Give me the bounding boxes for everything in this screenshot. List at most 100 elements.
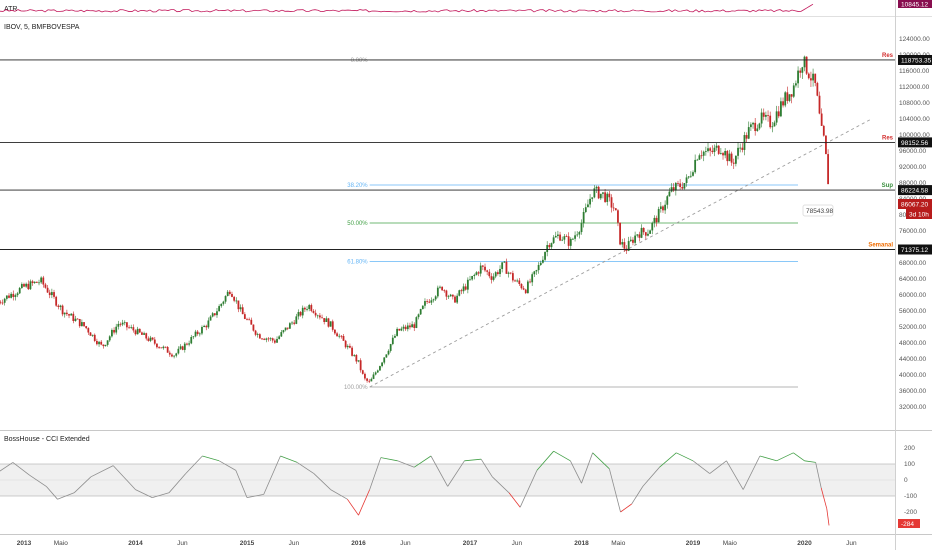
candle-body	[741, 147, 744, 150]
candle-body	[518, 280, 521, 285]
candle-body	[63, 312, 66, 315]
candle-body	[481, 265, 484, 267]
candle-body	[507, 272, 510, 274]
candle-body	[552, 237, 555, 244]
candle-body	[70, 313, 73, 316]
candle-body	[700, 155, 703, 157]
candle-body	[160, 347, 163, 349]
cci-segment	[414, 455, 432, 468]
candle-body	[445, 290, 448, 297]
candle-body	[331, 321, 334, 330]
candle-body	[818, 95, 821, 114]
candle-body	[126, 322, 128, 328]
trendline	[369, 118, 872, 388]
candle-body	[128, 327, 130, 329]
price-tick-label: 44000.00	[899, 356, 926, 363]
candle-body	[381, 362, 383, 367]
candle-body	[267, 338, 270, 340]
cci-segment	[726, 460, 744, 490]
candle-body	[486, 270, 489, 272]
candle-body	[820, 113, 823, 126]
candle-body	[471, 276, 474, 280]
candle-body	[342, 336, 345, 341]
candle-body	[14, 295, 17, 297]
price-tick-label: 124000.00	[899, 36, 930, 43]
level-value-box	[898, 137, 932, 148]
candle-body	[134, 330, 137, 335]
candle-body	[546, 245, 549, 253]
candle-body	[657, 208, 660, 223]
candle-body	[827, 154, 829, 185]
candle-body	[771, 126, 774, 128]
level-value: 86224.58	[901, 188, 928, 195]
candle-body	[426, 301, 429, 302]
candle-body	[106, 340, 109, 345]
cci-segment	[776, 452, 794, 462]
candle-body	[385, 354, 388, 358]
cci-segment	[168, 473, 186, 494]
candle-body	[222, 301, 225, 304]
candle-body	[756, 128, 759, 132]
candle-body	[539, 262, 542, 266]
time-axis-label: 2020	[797, 540, 812, 547]
candle-body	[683, 183, 686, 189]
candle-body	[383, 357, 386, 363]
candle-body	[171, 354, 173, 357]
candle-body	[619, 222, 621, 245]
candle-body	[404, 326, 407, 330]
candle-body	[248, 319, 251, 321]
candle-body	[428, 301, 431, 303]
candle-body	[572, 238, 574, 240]
candle-body	[436, 287, 439, 297]
candle-body	[228, 291, 231, 294]
candle-body	[439, 286, 441, 288]
candle-body	[3, 298, 6, 303]
cci-segment	[553, 450, 571, 462]
candle-body	[565, 236, 568, 238]
candle-body	[754, 122, 757, 132]
candle-body	[567, 236, 570, 246]
candle-body	[5, 295, 8, 299]
candle-body	[117, 323, 120, 327]
candle-body	[636, 234, 639, 236]
cci-segment	[620, 503, 632, 513]
cci-segment	[508, 492, 521, 508]
cci-segment	[57, 492, 75, 500]
candle-body	[413, 324, 416, 328]
candle-body	[702, 151, 705, 156]
candle-body	[336, 333, 338, 337]
fib-level-label: 61.80%	[347, 259, 368, 265]
trendline-label: 78543.98	[806, 208, 833, 215]
candle-body	[807, 73, 810, 79]
candle-body	[496, 272, 499, 275]
candle-body	[803, 56, 806, 68]
cci-segment	[519, 470, 538, 508]
candle-body	[44, 284, 47, 288]
candle-body	[477, 272, 480, 274]
time-axis-label: 2015	[240, 540, 255, 547]
candle-body	[282, 330, 285, 333]
time-axis-label: Jun	[289, 540, 300, 547]
candle-body	[632, 239, 634, 243]
price-tick-label: 112000.00	[899, 84, 930, 91]
cci-segment	[759, 455, 777, 462]
candle-body	[250, 319, 253, 325]
candle-body	[717, 145, 720, 154]
candle-body	[728, 153, 731, 162]
candle-body	[29, 281, 32, 290]
candle-body	[773, 122, 776, 127]
time-axis-label: 2019	[686, 540, 701, 547]
cci-segment	[820, 487, 828, 509]
candle-body	[168, 352, 171, 355]
candle-body	[89, 332, 92, 336]
candle-body	[280, 332, 283, 337]
candle-body	[651, 222, 654, 231]
cci-segment	[742, 455, 761, 490]
candle-body	[211, 313, 214, 317]
candle-body	[35, 281, 38, 283]
candle-body	[822, 125, 825, 136]
cci-segment	[135, 489, 153, 498]
candle-body	[374, 372, 377, 375]
time-axis-label: 2016	[351, 540, 366, 547]
candle-body	[389, 344, 392, 351]
